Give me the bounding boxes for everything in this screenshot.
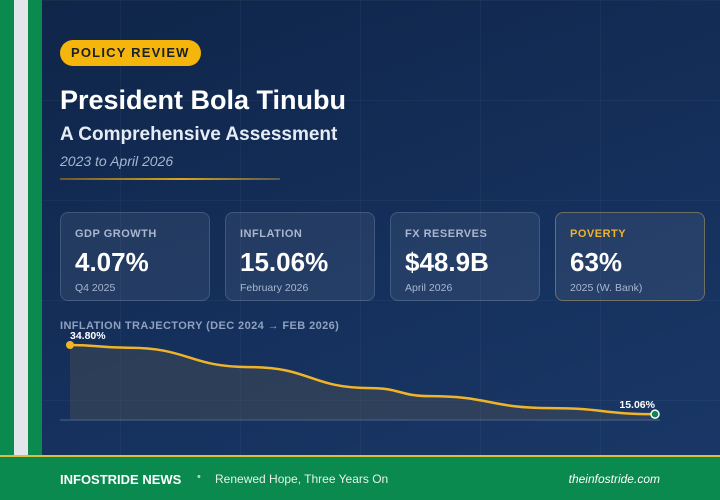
stat-value: 15.06% xyxy=(240,247,329,277)
stat-value: 63% xyxy=(570,247,623,277)
flag-stripe-white xyxy=(14,0,28,455)
footer-tagline: Renewed Hope, Three Years On xyxy=(215,472,389,486)
flag-stripe-green xyxy=(28,0,42,455)
chart-line xyxy=(69,343,656,416)
stat-sub: April 2026 xyxy=(405,282,453,294)
stat-card-poverty: POVERTY 63% 2025 (W. Bank) xyxy=(555,212,705,301)
stat-value: $48.9B xyxy=(405,247,489,277)
footer-site-link[interactable]: theinfostride.com xyxy=(568,472,660,486)
chart-area xyxy=(70,345,655,420)
stat-cards: GDP GROWTH 4.07% Q4 2025 INFLATION 15.06… xyxy=(60,212,705,301)
start-point xyxy=(66,341,74,349)
stat-card-inflation: INFLATION 15.06% February 2026 xyxy=(225,212,375,301)
stat-label: FX RESERVES xyxy=(405,228,488,240)
end-point xyxy=(650,409,660,419)
inflation-chart: 34.80% 15.06% xyxy=(60,330,660,421)
stat-card-fx-reserves: FX RESERVES $48.9B April 2026 xyxy=(390,212,540,301)
period-text: 2023 to April 2026 xyxy=(60,153,174,169)
stat-label: GDP GROWTH xyxy=(75,228,157,240)
footer: INFOSTRIDE NEWS • Renewed Hope, Three Ye… xyxy=(0,455,720,500)
chart-title: INFLATION TRAJECTORY (DEC 2024 → FEB 202… xyxy=(60,320,340,332)
stat-value: 4.07% xyxy=(75,247,149,277)
stat-sub: Q4 2025 xyxy=(75,282,116,294)
footer-brand: INFOSTRIDE NEWS xyxy=(60,472,182,487)
stat-sub: February 2026 xyxy=(240,282,309,294)
flag-stripe-green xyxy=(0,0,14,455)
page-subtitle: A Comprehensive Assessment xyxy=(60,124,338,145)
start-value-label: 34.80% xyxy=(70,330,106,342)
stat-label: INFLATION xyxy=(240,228,303,240)
category-badge: POLICY REVIEW xyxy=(60,40,201,66)
divider xyxy=(60,178,280,180)
stat-card-gdp: GDP GROWTH 4.07% Q4 2025 xyxy=(60,212,210,301)
page-title: President Bola Tinubu xyxy=(60,85,347,115)
end-value-label: 15.06% xyxy=(619,399,655,411)
footer-separator: • xyxy=(197,471,201,483)
stat-sub: 2025 (W. Bank) xyxy=(570,282,643,294)
stat-label: POVERTY xyxy=(570,228,627,240)
